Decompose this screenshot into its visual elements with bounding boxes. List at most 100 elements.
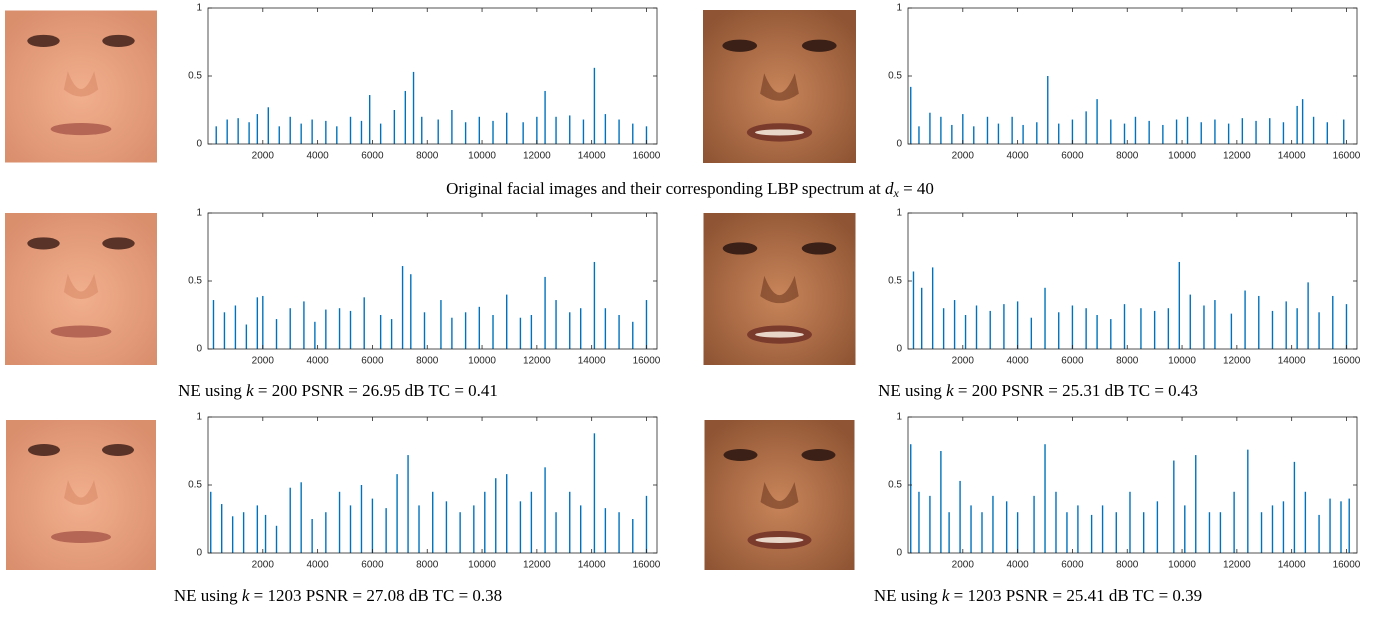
caption-text: = 1203 PSNR = 25.41 dB TC = 0.39 (954, 586, 1203, 605)
x-tick-label: 10000 (1168, 560, 1196, 571)
caption-math: k (246, 381, 254, 400)
x-tick-label: 12000 (1223, 356, 1251, 367)
x-tick-label: 10000 (1168, 356, 1196, 367)
y-tick-label: 1 (896, 208, 902, 219)
x-tick-label: 10000 (468, 560, 496, 571)
axes-frame (207, 7, 658, 145)
x-tick-label: 8000 (416, 560, 439, 571)
y-tick-label: 0 (196, 344, 202, 355)
face-image (703, 213, 856, 365)
face-image (5, 10, 157, 163)
x-tick-label: 4000 (306, 356, 329, 367)
x-tick-label: 8000 (1116, 151, 1139, 162)
y-tick-label: 1 (896, 412, 902, 423)
y-tick-label: 1 (196, 412, 202, 423)
y-tick-label: 0.5 (188, 276, 202, 287)
x-tick-label: 2000 (952, 560, 975, 571)
x-tick-label: 2000 (252, 560, 275, 571)
x-tick-label: 12000 (523, 560, 551, 571)
x-tick-label: 16000 (633, 560, 661, 571)
x-tick-label: 16000 (633, 356, 661, 367)
caption-text: NE using (874, 586, 938, 605)
caption: NE using k = 200 PSNR = 25.31 dB TC = 0.… (878, 381, 1198, 400)
caption-text: = 1203 PSNR = 27.08 dB TC = 0.38 (254, 586, 503, 605)
caption-text: = 40 (903, 179, 934, 198)
caption: NE using k = 1203 PSNR = 27.08 dB TC = 0… (174, 586, 502, 605)
x-tick-label: 16000 (1333, 151, 1361, 162)
caption: NE using k = 200 PSNR = 26.95 dB TC = 0.… (178, 381, 498, 400)
caption-math: k (242, 586, 250, 605)
face-image (703, 10, 856, 163)
caption-text: = 200 PSNR = 26.95 dB TC = 0.41 (258, 381, 498, 400)
x-tick-label: 14000 (1278, 356, 1306, 367)
caption-text: = 200 PSNR = 25.31 dB TC = 0.43 (958, 381, 1198, 400)
x-tick-label: 2000 (252, 151, 275, 162)
x-tick-label: 12000 (1223, 560, 1251, 571)
x-tick-label: 16000 (633, 151, 661, 162)
y-tick-label: 0 (196, 548, 202, 559)
x-tick-label: 4000 (1006, 151, 1029, 162)
y-tick-label: 0 (896, 344, 902, 355)
x-tick-label: 12000 (523, 151, 551, 162)
y-tick-label: 0 (896, 548, 902, 559)
x-tick-label: 6000 (1061, 151, 1084, 162)
face-image (6, 420, 156, 570)
x-tick-label: 10000 (468, 151, 496, 162)
x-tick-label: 4000 (1006, 560, 1029, 571)
x-tick-label: 2000 (952, 356, 975, 367)
y-tick-label: 1 (196, 3, 202, 14)
caption: NE using k = 1203 PSNR = 25.41 dB TC = 0… (874, 586, 1202, 605)
axes-frame (907, 416, 1358, 554)
caption-math: k (946, 381, 954, 400)
x-tick-label: 8000 (1116, 356, 1139, 367)
axes-frame (207, 212, 658, 350)
y-tick-label: 0.5 (888, 480, 902, 491)
x-tick-label: 14000 (1278, 560, 1306, 571)
face-image (5, 213, 157, 365)
y-tick-label: 0 (196, 139, 202, 150)
x-tick-label: 8000 (1116, 560, 1139, 571)
y-tick-label: 1 (196, 208, 202, 219)
x-tick-label: 12000 (1223, 151, 1251, 162)
x-tick-label: 8000 (416, 151, 439, 162)
caption-text: NE using (878, 381, 942, 400)
x-tick-label: 6000 (1061, 356, 1084, 367)
x-tick-label: 10000 (1168, 151, 1196, 162)
caption-text: Original facial images and their corresp… (446, 179, 881, 198)
x-tick-label: 10000 (468, 356, 496, 367)
y-tick-label: 0.5 (188, 480, 202, 491)
x-tick-label: 8000 (416, 356, 439, 367)
x-tick-label: 6000 (1061, 560, 1084, 571)
x-tick-label: 16000 (1333, 356, 1361, 367)
x-tick-label: 12000 (523, 356, 551, 367)
axes-frame (907, 7, 1358, 145)
x-tick-label: 6000 (361, 560, 384, 571)
x-tick-label: 14000 (578, 356, 606, 367)
axes-frame (907, 212, 1358, 350)
x-tick-label: 4000 (306, 560, 329, 571)
x-tick-label: 14000 (578, 560, 606, 571)
x-tick-label: 6000 (361, 356, 384, 367)
face-image (704, 420, 855, 570)
caption-text: NE using (174, 586, 238, 605)
x-tick-label: 14000 (578, 151, 606, 162)
x-tick-label: 2000 (952, 151, 975, 162)
y-tick-label: 0.5 (888, 71, 902, 82)
caption-text: NE using (178, 381, 242, 400)
caption-sub: x (892, 186, 899, 200)
y-tick-label: 0 (896, 139, 902, 150)
y-tick-label: 0.5 (888, 276, 902, 287)
x-tick-label: 14000 (1278, 151, 1306, 162)
caption-math: d (885, 179, 894, 198)
y-tick-label: 0.5 (188, 71, 202, 82)
caption-math: k (942, 586, 950, 605)
x-tick-label: 2000 (252, 356, 275, 367)
x-tick-label: 4000 (306, 151, 329, 162)
